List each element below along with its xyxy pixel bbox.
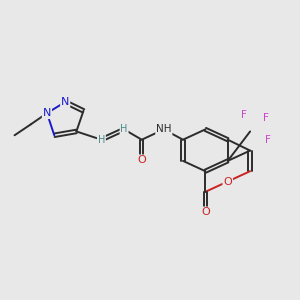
Text: O: O [224,176,232,187]
Text: O: O [137,155,146,165]
Text: F: F [241,110,247,120]
Text: F: F [263,112,269,123]
Text: H: H [98,135,105,145]
Text: O: O [201,207,210,218]
Text: N: N [43,108,51,118]
Text: F: F [265,135,271,145]
Text: H: H [120,124,128,134]
Text: NH: NH [156,124,172,134]
Text: N: N [61,97,69,107]
